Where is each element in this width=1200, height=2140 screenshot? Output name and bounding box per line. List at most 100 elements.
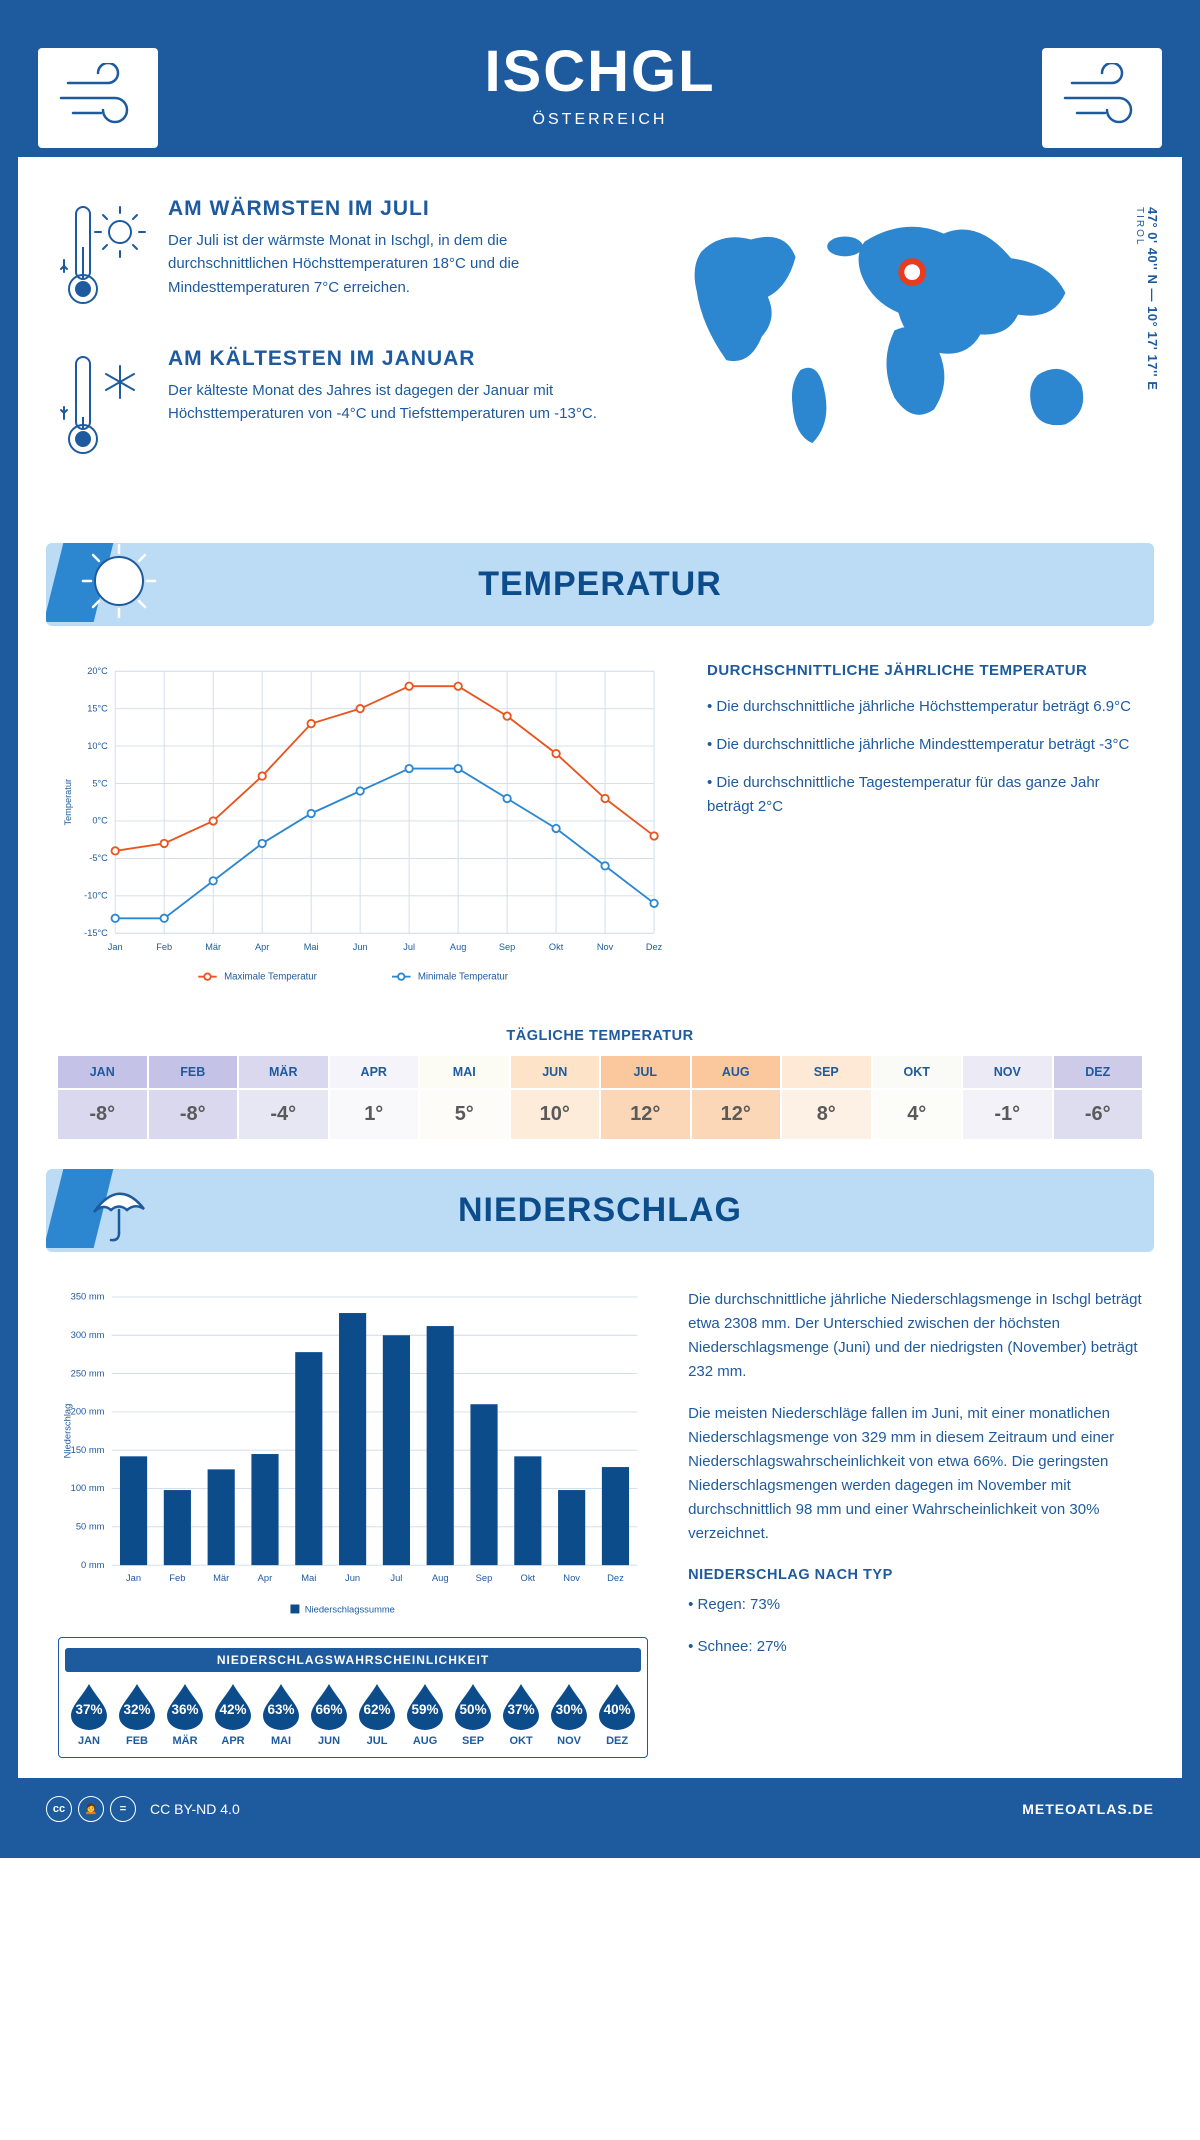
svg-text:-15°C: -15°C [84, 928, 108, 938]
sun-icon [64, 543, 174, 622]
svg-text:Mai: Mai [304, 942, 319, 952]
svg-text:20°C: 20°C [87, 666, 108, 676]
region-label: TIROL [1134, 207, 1145, 246]
table-cell: DEZ-6° [1054, 1056, 1143, 1139]
probability-drop: 32%FEB [113, 1682, 161, 1747]
temperature-banner: TEMPERATUR [46, 543, 1154, 626]
avg-temp-title: DURCHSCHNITTLICHE JÄHRLICHE TEMPERATUR [707, 662, 1142, 679]
svg-text:Nov: Nov [597, 942, 614, 952]
svg-text:Apr: Apr [255, 942, 269, 952]
table-cell: JAN-8° [58, 1056, 147, 1139]
probability-drop: 30%NOV [545, 1682, 593, 1747]
svg-text:-5°C: -5°C [89, 853, 108, 863]
umbrella-icon [64, 1169, 174, 1248]
precip-section-title: NIEDERSCHLAG [46, 1191, 1154, 1230]
table-cell: MÄR-4° [239, 1056, 328, 1139]
svg-text:Mai: Mai [301, 1573, 316, 1583]
warmest-text: Der Juli ist der wärmste Monat in Ischgl… [168, 229, 627, 299]
probability-drop: 42%APR [209, 1682, 257, 1747]
svg-text:300 mm: 300 mm [71, 1330, 105, 1340]
precip-type-2: • Schnee: 27% [688, 1635, 1142, 1659]
license-text: CC BY-ND 4.0 [150, 1801, 240, 1817]
svg-text:10°C: 10°C [87, 741, 108, 751]
svg-text:Sep: Sep [499, 942, 515, 952]
svg-text:Jan: Jan [108, 942, 123, 952]
svg-text:Okt: Okt [549, 942, 564, 952]
table-cell: JUL12° [601, 1056, 690, 1139]
table-cell: JUN10° [511, 1056, 600, 1139]
svg-text:Feb: Feb [169, 1573, 185, 1583]
svg-text:Mär: Mär [213, 1573, 229, 1583]
svg-text:Sep: Sep [476, 1573, 493, 1583]
svg-text:Dez: Dez [607, 1573, 624, 1583]
avg-bullet-3: • Die durchschnittliche Tagestemperatur … [707, 771, 1142, 819]
probability-drop: 50%SEP [449, 1682, 497, 1747]
cc-icon: cc [46, 1796, 72, 1822]
table-cell: NOV-1° [963, 1056, 1052, 1139]
svg-text:Mär: Mär [205, 942, 221, 952]
probability-drop: 63%MAI [257, 1682, 305, 1747]
table-cell: APR1° [330, 1056, 419, 1139]
temp-section-title: TEMPERATUR [46, 565, 1154, 604]
table-cell: SEP8° [782, 1056, 871, 1139]
svg-text:Niederschlag: Niederschlag [63, 1404, 73, 1459]
daily-temp-table: JAN-8°FEB-8°MÄR-4°APR1°MAI5°JUN10°JUL12°… [58, 1056, 1142, 1139]
coldest-text: Der kälteste Monat des Jahres ist dagege… [168, 379, 627, 426]
svg-text:0 mm: 0 mm [81, 1560, 105, 1570]
svg-text:Maximale Temperatur: Maximale Temperatur [224, 971, 318, 982]
page-subtitle: ÖSTERREICH [46, 111, 1154, 129]
probability-drop: 59%AUG [401, 1682, 449, 1747]
svg-text:15°C: 15°C [87, 703, 108, 713]
page-title: ISCHGL [46, 38, 1154, 105]
svg-text:Jun: Jun [345, 1573, 360, 1583]
probability-drop: 37%JAN [65, 1682, 113, 1747]
svg-text:Apr: Apr [258, 1573, 273, 1583]
probability-title: NIEDERSCHLAGSWAHRSCHEINLICHKEIT [65, 1648, 641, 1672]
wind-icon [1042, 48, 1162, 148]
svg-text:250 mm: 250 mm [71, 1368, 105, 1378]
probability-table: NIEDERSCHLAGSWAHRSCHEINLICHKEIT 37%JAN32… [58, 1637, 648, 1758]
warmest-title: AM WÄRMSTEN IM JULI [168, 197, 627, 221]
daily-temp-title: TÄGLICHE TEMPERATUR [18, 1028, 1182, 1044]
precipitation-banner: NIEDERSCHLAG [46, 1169, 1154, 1252]
probability-drop: 36%MÄR [161, 1682, 209, 1747]
svg-text:Niederschlagssumme: Niederschlagssumme [305, 1605, 395, 1615]
svg-text:Feb: Feb [156, 942, 172, 952]
temperature-line-chart: -15°C-10°C-5°C0°C5°C10°C15°C20°CJanFebMä… [58, 662, 667, 994]
svg-text:Temperatur: Temperatur [63, 779, 73, 826]
svg-text:Aug: Aug [432, 1573, 449, 1583]
coordinates: 47° 0' 40'' N — 10° 17' 17'' E [1145, 207, 1160, 390]
avg-bullet-1: • Die durchschnittliche jährliche Höchst… [707, 695, 1142, 719]
site-name: METEOATLAS.DE [1022, 1801, 1154, 1817]
precip-para-1: Die durchschnittliche jährliche Niedersc… [688, 1288, 1142, 1384]
svg-text:200 mm: 200 mm [71, 1407, 105, 1417]
precip-para-2: Die meisten Niederschläge fallen im Juni… [688, 1402, 1142, 1546]
svg-text:Minimale Temperatur: Minimale Temperatur [418, 971, 509, 982]
probability-drop: 62%JUL [353, 1682, 401, 1747]
svg-text:50 mm: 50 mm [76, 1522, 105, 1532]
nd-icon: = [110, 1796, 136, 1822]
wind-icon [38, 48, 158, 148]
thermometer-snow-icon [58, 347, 148, 467]
svg-text:Jan: Jan [126, 1573, 141, 1583]
probability-drop: 66%JUN [305, 1682, 353, 1747]
coldest-title: AM KÄLTESTEN IM JANUAR [168, 347, 627, 371]
svg-text:350 mm: 350 mm [71, 1292, 105, 1302]
svg-text:Dez: Dez [646, 942, 663, 952]
avg-bullet-2: • Die durchschnittliche jährliche Mindes… [707, 733, 1142, 757]
header: ISCHGL ÖSTERREICH [18, 18, 1182, 157]
svg-text:5°C: 5°C [92, 778, 108, 788]
svg-text:Jul: Jul [403, 942, 415, 952]
svg-text:Okt: Okt [521, 1573, 536, 1583]
svg-text:Jun: Jun [353, 942, 368, 952]
table-cell: OKT4° [873, 1056, 962, 1139]
table-cell: MAI5° [420, 1056, 509, 1139]
table-cell: FEB-8° [149, 1056, 238, 1139]
svg-text:Aug: Aug [450, 942, 466, 952]
svg-text:150 mm: 150 mm [71, 1445, 105, 1455]
precip-type-title: NIEDERSCHLAG NACH TYP [688, 1564, 1142, 1587]
precip-type-1: • Regen: 73% [688, 1593, 1142, 1617]
probability-drop: 37%OKT [497, 1682, 545, 1747]
by-icon: 🙍 [78, 1796, 104, 1822]
svg-text:-10°C: -10°C [84, 891, 108, 901]
